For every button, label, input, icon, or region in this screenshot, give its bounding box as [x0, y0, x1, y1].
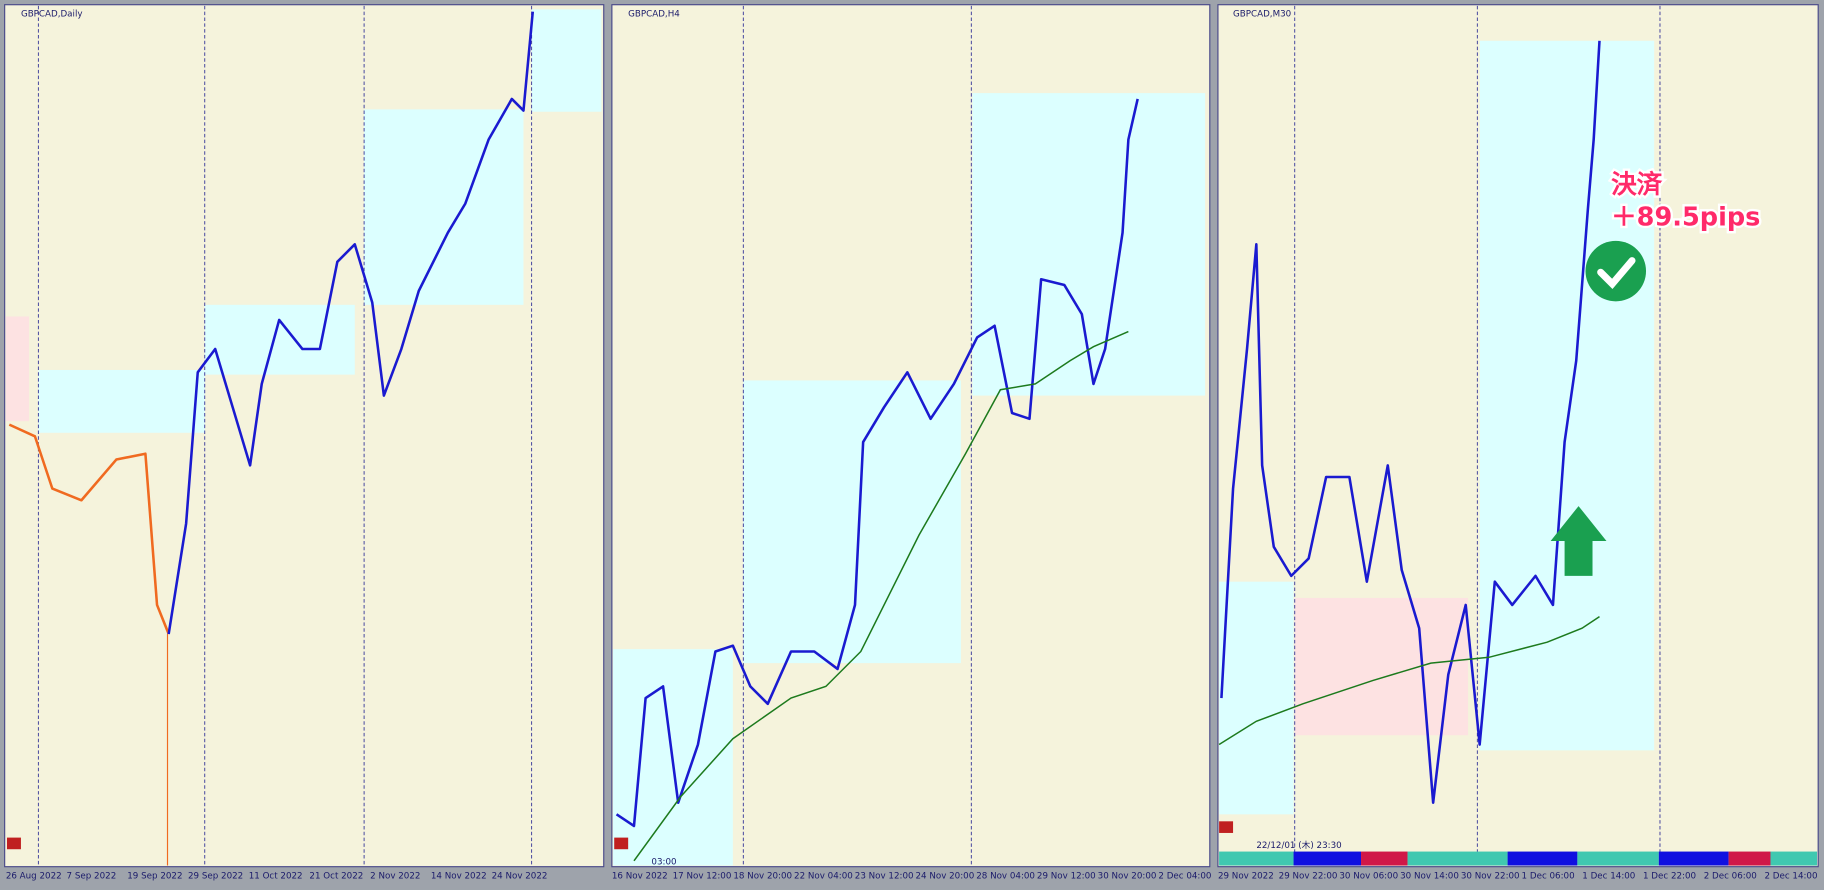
annotation: ＋89.5pips: [1611, 203, 1760, 233]
bar-seg: [1770, 851, 1818, 866]
date-label: 1 Dec 22:00: [1643, 871, 1696, 881]
icon: [614, 837, 629, 850]
date-label: 2 Dec 06:00: [1704, 871, 1757, 881]
panel-h4: GBPCAD,H4 03:00: [611, 4, 1211, 867]
time-label: 22/12/01 (木) 23:30: [1256, 839, 1341, 851]
date-label: 19 Sep 2022: [127, 871, 182, 881]
date-label: 2 Dec 04:00: [1158, 871, 1211, 881]
date-label: 29 Nov 2022: [1218, 871, 1274, 881]
icon: [6, 837, 21, 850]
bar-seg: [1658, 851, 1729, 866]
panel-title: GBPCAD,Daily: [21, 9, 83, 19]
date-axes: 26 Aug 2022 7 Sep 2022 19 Sep 2022 29 Sep 2…: [6, 871, 1818, 881]
date-label: 17 Nov 12:00: [673, 871, 732, 881]
price-line: [1220, 40, 1601, 804]
price-line: [167, 11, 535, 635]
strength-bar: [1219, 851, 1818, 866]
date-label: 30 Nov 20:00: [1098, 871, 1157, 881]
date-label: 30 Nov 14:00: [1400, 871, 1459, 881]
zone: [38, 369, 205, 433]
date-label: 24 Nov 2022: [492, 871, 548, 881]
date-label: 2 Dec 14:00: [1764, 871, 1817, 881]
bar-seg: [1407, 851, 1508, 866]
panel-title: GBPCAD,M30: [1233, 9, 1291, 19]
date-label: 1 Dec 06:00: [1522, 871, 1575, 881]
zone: [1219, 581, 1294, 815]
zone: [1479, 40, 1655, 751]
date-label: 11 Oct 2022: [249, 871, 303, 881]
date-label: 30 Nov 06:00: [1339, 871, 1398, 881]
date-label: 30 Nov 22:00: [1461, 871, 1520, 881]
annotation: 決済: [1611, 169, 1663, 200]
bar-seg: [1361, 851, 1408, 866]
zone: [743, 380, 961, 664]
date-label: 23 Nov 12:00: [855, 871, 914, 881]
date-label: 18 Nov 20:00: [733, 871, 792, 881]
zone: [531, 9, 602, 112]
zone: [1294, 597, 1469, 736]
date-label: 2 Nov 2022: [370, 871, 420, 881]
price-line: [615, 98, 1139, 828]
bar-seg: [1219, 851, 1294, 866]
buy-arrow: [1550, 506, 1607, 576]
bar-seg: [1293, 851, 1362, 866]
date-label: 21 Oct 2022: [309, 871, 363, 881]
panel-daily: GBPCAD,Daily: [4, 4, 605, 868]
bar-seg: [1577, 851, 1659, 866]
date-label: 24 Nov 20:00: [915, 871, 974, 881]
date-label: 29 Nov 12:00: [1037, 871, 1096, 881]
date-label: 7 Sep 2022: [67, 871, 117, 881]
date-label: 28 Nov 04:00: [976, 871, 1035, 881]
panel-m30: 決済 ＋89.5pips GBPCAD,M30 22/12/01 (木) 23:…: [1217, 4, 1819, 868]
check-mark: [1597, 257, 1636, 290]
check-badge: [1585, 240, 1647, 302]
moving-average: [1218, 615, 1600, 746]
panel-title: GBPCAD,H4: [628, 9, 680, 19]
date-label: 16 Nov 2022: [612, 871, 668, 881]
date-label: 29 Nov 22:00: [1279, 871, 1338, 881]
price-line: [8, 423, 170, 635]
zone: [972, 93, 1206, 396]
time-label: 03:00: [651, 857, 676, 867]
bar-seg: [1728, 851, 1771, 866]
bar-seg: [1507, 851, 1578, 866]
date-label: 1 Dec 14:00: [1582, 871, 1635, 881]
moving-average: [633, 330, 1129, 862]
zone: [204, 304, 355, 375]
date-label: 26 Aug 2022: [6, 871, 62, 881]
date-label: 29 Sep 2022: [188, 871, 243, 881]
icon: [1219, 821, 1234, 833]
date-label: 22 Nov 04:00: [794, 871, 853, 881]
zone: [5, 316, 30, 422]
zone: [364, 109, 524, 305]
date-label: 14 Nov 2022: [431, 871, 487, 881]
